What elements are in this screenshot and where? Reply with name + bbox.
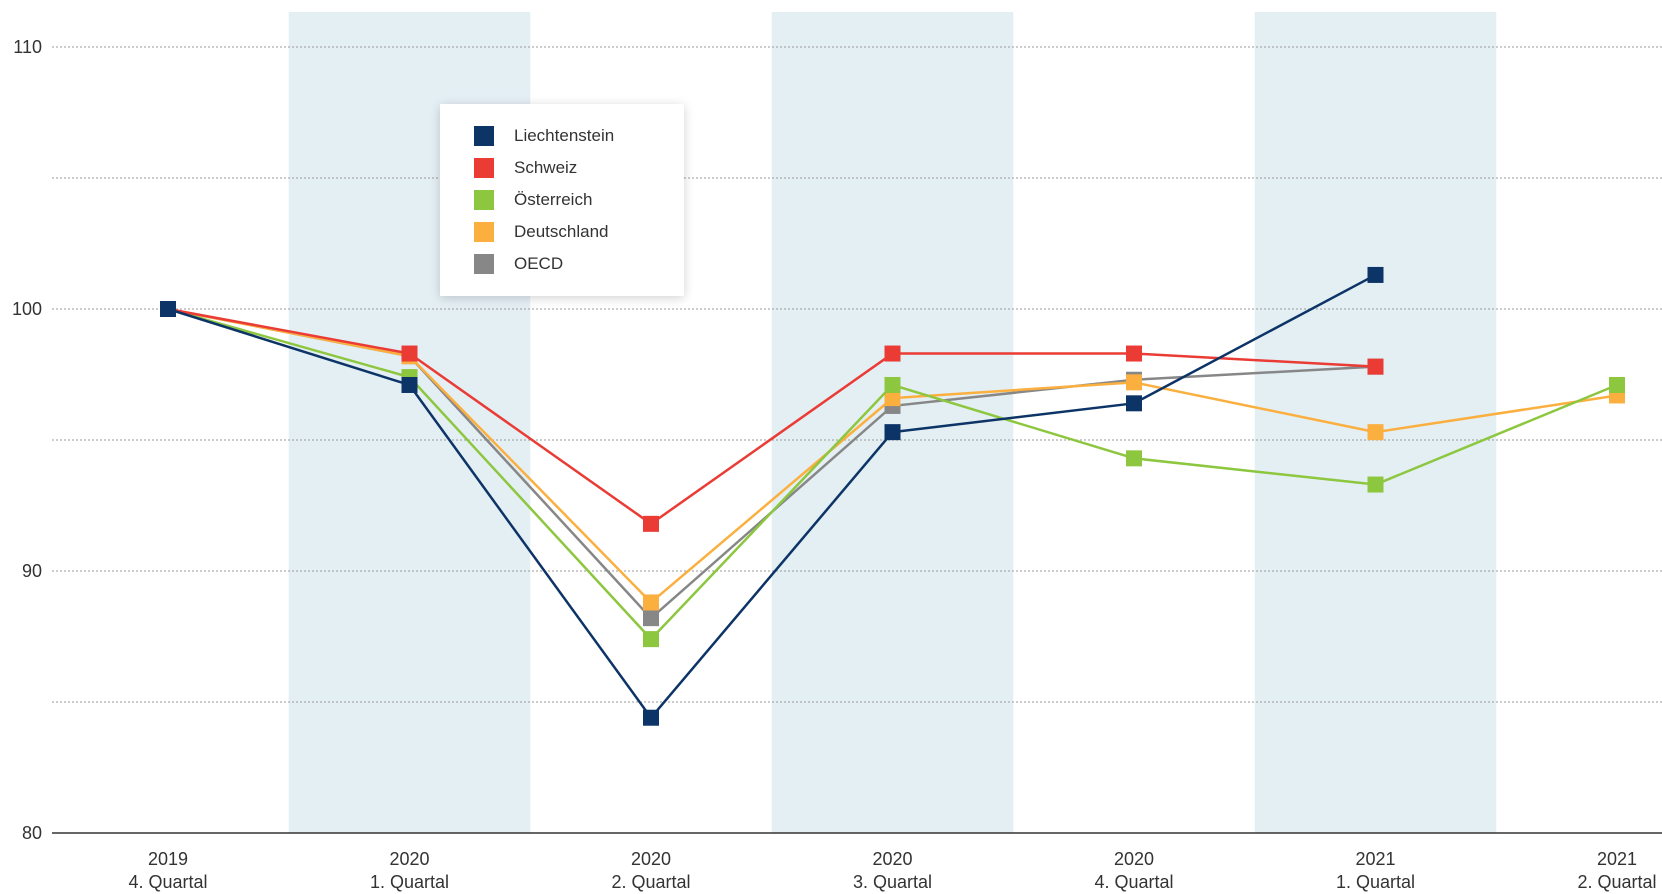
x-axis: 2019 4. Quartal 2020 1. Quartal 2020 2. Quart… [52,832,1662,892]
legend-label: Österreich [514,190,593,209]
legend-item-deutschland: Deutschland [474,221,609,243]
data-point-marker [884,376,901,393]
legend-swatch [474,190,494,210]
data-point-marker [160,301,176,317]
data-point-marker [643,709,659,726]
data-point-marker [643,515,659,532]
data-point-marker [643,610,659,627]
y-tick-label: 100 [12,299,42,319]
y-tick-label: 110 [13,37,42,57]
x-tick-label: 2020 [872,849,912,869]
data-point-marker [1126,345,1142,362]
x-tick-label: 2. Quartal [611,872,690,892]
y-axis-ticks: 80 90 100 110 [12,37,42,843]
data-point-marker [884,345,901,362]
legend-item-liechtenstein: Liechtenstein [474,125,614,147]
x-tick-label: 2021 [1355,849,1395,869]
x-tick-label: 2020 [389,849,429,869]
x-tick-label: 1. Quartal [370,872,449,892]
x-tick-label: 2020 [631,849,671,869]
series-liechtenstein [160,266,1384,726]
grid-lines [52,46,1662,703]
legend: Liechtenstein Schweiz Österreich Deutsch… [440,104,684,296]
data-point-marker [1609,376,1625,393]
data-point-marker [401,345,418,362]
x-tick-label: 2019 [148,849,188,869]
series-schweiz [160,301,1384,532]
legend-label: Liechtenstein [514,126,615,145]
series-line [167,273,1377,719]
x-tick-label: 2. Quartal [1577,872,1656,892]
data-point-marker [1367,358,1384,375]
data-point-marker [1367,266,1384,283]
legend-item-oesterreich: Österreich [474,189,592,211]
legend-swatch [474,126,494,146]
legend-label: OECD [514,254,564,273]
legend-label: Schweiz [514,158,578,177]
data-point-marker [1126,395,1142,412]
x-tick-label: 2020 [1114,849,1154,869]
data-point-marker [1367,476,1384,493]
legend-item-schweiz: Schweiz [474,157,577,179]
legend-item-oecd: OECD [474,253,563,275]
data-point-marker [401,376,418,393]
data-point-marker [1126,450,1142,467]
quarter-band [1254,12,1497,833]
legend-swatch [474,158,494,178]
x-tick-label: 4. Quartal [128,872,207,892]
series-group [160,266,1625,726]
x-tick-label: 2021 [1597,849,1637,869]
data-point-marker [643,631,659,648]
legend-swatch [474,254,494,274]
legend-label: Deutschland [514,222,609,241]
x-tick-label: 3. Quartal [853,872,932,892]
x-tick-label: 1. Quartal [1336,872,1415,892]
x-tick-label: 4. Quartal [1094,872,1173,892]
y-tick-label: 90 [22,561,42,581]
data-point-marker [884,390,901,407]
series-line [167,307,1376,526]
data-point-marker [884,424,901,441]
data-point-marker [643,594,659,611]
data-point-marker [1367,424,1384,441]
legend-swatch [474,222,494,242]
data-point-marker [1126,374,1142,391]
y-tick-label: 80 [22,823,42,843]
